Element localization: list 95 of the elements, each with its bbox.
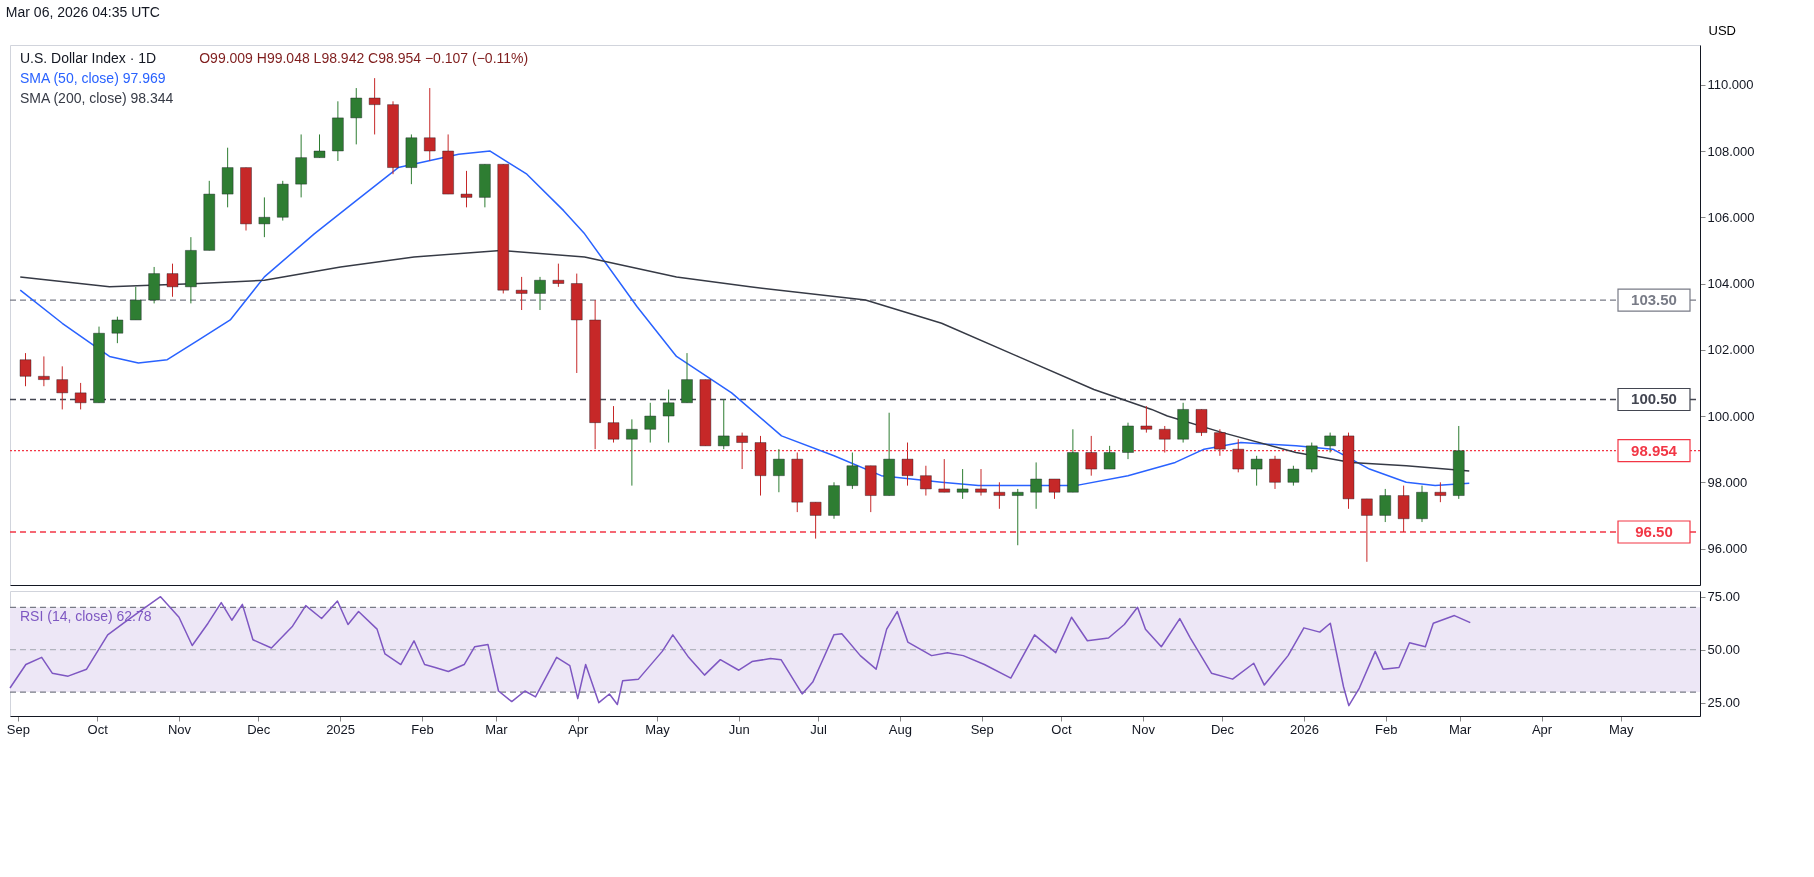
x-tick-label: 2026: [1289, 721, 1319, 737]
x-tick-label: Sep: [970, 721, 994, 737]
x-tick-label: Aug: [888, 721, 912, 737]
x-tick-label: Dec: [1210, 721, 1235, 737]
x-tick-label: Oct: [87, 721, 109, 737]
candlestick: [350, 87, 362, 145]
candlestick: [681, 352, 693, 404]
candlestick: [534, 276, 546, 311]
ref-line-label: 96.50: [1635, 522, 1673, 540]
x-tick-label: Nov: [1131, 721, 1156, 737]
candlestick: [258, 196, 271, 238]
x-tick-label: Jun: [728, 721, 750, 737]
candlestick: [1379, 488, 1391, 523]
text: SMA (50, close) 97.969: [20, 70, 166, 86]
x-tick-label: 2025: [326, 721, 356, 737]
candlestick: [1324, 432, 1336, 453]
candlestick: [1103, 445, 1116, 470]
candlestick: [1159, 425, 1171, 453]
x-tick-label: Oct: [1051, 721, 1072, 737]
candlestick: [718, 398, 730, 450]
chart-subtitle: O99.009 H99.048 L98.942 C98.954 −0.107 (−0.11%): [199, 50, 529, 66]
x-tick-label: Sep: [6, 721, 30, 737]
candlestick: [1012, 488, 1024, 546]
candlestick: [1287, 465, 1300, 487]
candlestick: [975, 468, 987, 497]
candlestick: [130, 286, 142, 321]
candlestick: [956, 468, 969, 500]
candlestick: [313, 133, 326, 159]
candlestick: [74, 382, 87, 410]
x-tick-label: May: [1609, 721, 1635, 737]
y-tick-label: 50.00: [1707, 642, 1741, 658]
candlestick: [809, 501, 822, 540]
x-tick-label: Feb: [411, 721, 434, 737]
ref-line-label: 103.50: [1631, 291, 1677, 309]
x-tick-label: Nov: [167, 721, 192, 737]
y-tick-label: 75.00: [1707, 589, 1741, 605]
candlestick: [111, 316, 124, 344]
candlestick: [1434, 481, 1447, 503]
y-tick-label: 104.000: [1707, 276, 1755, 292]
candlestick: [1030, 461, 1042, 510]
candlestick: [515, 276, 528, 311]
candlestick: [1232, 438, 1244, 473]
candlestick: [1195, 408, 1208, 437]
y-tick-label: 96.000: [1707, 541, 1748, 557]
candlestick: [901, 442, 914, 487]
x-tick-label: Mar: [1449, 721, 1473, 737]
candlestick: [920, 465, 932, 497]
x-tick-label: Feb: [1375, 721, 1398, 737]
candlestick: [1214, 428, 1226, 457]
ref-line-label: 100.50: [1631, 390, 1677, 408]
y-tick-label: 25.00: [1707, 695, 1741, 711]
y-tick-label: 98.000: [1707, 474, 1748, 490]
candlestick: [1140, 405, 1153, 434]
candlestick: [626, 418, 638, 487]
candlestick: [19, 352, 32, 387]
candlestick: [166, 263, 179, 298]
candlestick: [1397, 485, 1410, 533]
candlestick: [644, 402, 656, 444]
x-tick-label: Apr: [1531, 721, 1553, 737]
x-tick-label: Mar: [485, 721, 509, 737]
candlestick: [1269, 455, 1281, 490]
candlestick: [424, 87, 436, 162]
line-series: [19, 249, 1470, 472]
candlestick: [846, 451, 859, 490]
x-tick-label: Apr: [568, 721, 590, 737]
line-series: [9, 595, 1472, 707]
y-tick-label: 102.000: [1707, 342, 1755, 358]
y-tick-label: 106.000: [1707, 209, 1755, 225]
x-tick-label: Jul: [810, 721, 827, 737]
candlestick: [993, 481, 1006, 510]
y-tick-label: 108.000: [1707, 143, 1755, 159]
candlestick: [56, 365, 68, 410]
candlestick: [607, 405, 620, 444]
y-axis-title: USD: [1708, 22, 1736, 38]
y-tick-label: 110.000: [1707, 77, 1754, 93]
x-tick-label: May: [645, 721, 671, 737]
candlestick: [1048, 478, 1061, 500]
text: SMA (200, close) 98.344: [20, 90, 174, 106]
candlestick: [736, 432, 748, 470]
y-tick-label: 100.000: [1707, 408, 1755, 424]
candlestick: [938, 458, 950, 493]
candlestick: [773, 448, 785, 493]
candlestick: [460, 170, 473, 208]
text: Mar 06, 2026 04:35 UTC: [5, 3, 160, 20]
candlestick: [1085, 435, 1097, 477]
candlestick: [662, 389, 675, 444]
candlestick: [368, 77, 381, 135]
candlestick: [1250, 455, 1263, 487]
candlestick: [1306, 442, 1318, 473]
chart-title: U.S. Dollar Index · 1D: [20, 50, 157, 66]
candlestick: [1361, 498, 1373, 563]
candlestick: [38, 355, 50, 387]
x-tick-label: Dec: [247, 721, 271, 737]
candlestick: [552, 263, 565, 288]
ref-line-label: 98.954: [1631, 441, 1678, 459]
